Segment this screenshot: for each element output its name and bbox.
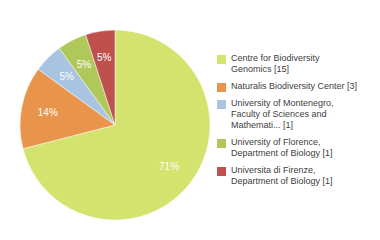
html-text:Universita di Firenze, Departm: Universita di Firenze, Department of Bio… <box>231 165 333 186</box>
svg-text:5%: 5% <box>77 59 92 70</box>
svg-text:5%: 5% <box>59 71 74 82</box>
html-text:Naturalis Biodiversity Center: Naturalis Biodiversity Center [3] <box>231 81 358 91</box>
html-text:University of Florence, Depart: University of Florence, Department of Bi… <box>231 137 333 158</box>
html-text:University of Montenegro, Facu: University of Montenegro, Faculty of Sci… <box>231 98 334 130</box>
html-text:Centre for Biodiversity Genomi: Centre for Biodiversity Genomics [15] <box>231 53 320 74</box>
svg-text:14%: 14% <box>38 107 58 118</box>
svg-text:5%: 5% <box>97 52 112 63</box>
svg-text:71%: 71% <box>159 161 179 172</box>
